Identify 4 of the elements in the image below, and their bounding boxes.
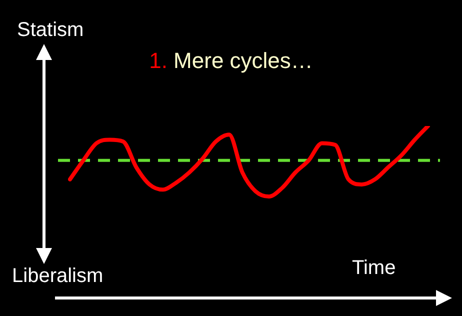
text: Statism	[17, 19, 84, 41]
chart-title: 1. Mere cycles…	[148, 48, 314, 73]
annotation: Liberalism	[12, 265, 104, 287]
x-axis-title: Time	[352, 257, 396, 279]
